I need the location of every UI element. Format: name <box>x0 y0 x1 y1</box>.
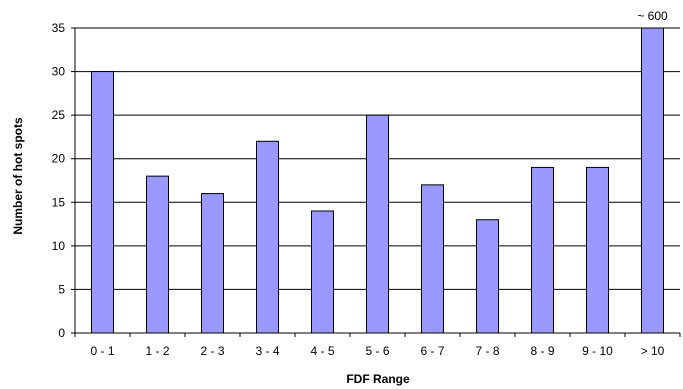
x-tick-label: > 10 <box>641 344 665 358</box>
y-tick-label: 5 <box>58 282 65 296</box>
x-tick-labels: 0 - 1 1 - 2 2 - 3 3 - 4 4 - 5 5 - 6 6 - 7 7 - 8… <box>90 333 681 358</box>
y-tick-label: 0 <box>58 326 65 340</box>
bar <box>531 166 554 334</box>
y-tick-labels: 0 5 10 15 20 25 30 35 <box>52 21 75 340</box>
bar <box>91 71 114 334</box>
x-tick-label: 8 - 9 <box>530 344 554 358</box>
x-tick-label: 4 - 5 <box>310 344 334 358</box>
bar <box>366 114 389 334</box>
bar <box>256 140 279 334</box>
bars <box>91 27 664 334</box>
x-tick-label: 2 - 3 <box>200 344 224 358</box>
x-tick-label: 1 - 2 <box>145 344 169 358</box>
y-tick-label: 15 <box>52 195 66 209</box>
bar <box>311 210 334 334</box>
y-tick-label: 10 <box>52 239 66 253</box>
x-tick-label: 5 - 6 <box>365 344 389 358</box>
bar <box>201 193 224 334</box>
annotations: ~ 600 <box>637 9 668 23</box>
bar <box>421 184 444 334</box>
annotation-label: ~ 600 <box>637 9 668 23</box>
axes <box>71 28 680 337</box>
x-axis-title: FDF Range <box>346 372 410 386</box>
bar <box>586 166 609 334</box>
y-tick-label: 25 <box>52 108 66 122</box>
x-tick-label: 3 - 4 <box>255 344 279 358</box>
y-tick-label: 30 <box>52 65 66 79</box>
x-tick-label: 0 - 1 <box>90 344 114 358</box>
bar <box>476 219 499 334</box>
x-tick-label: 9 - 10 <box>582 344 613 358</box>
bar <box>146 175 169 334</box>
y-tick-label: 20 <box>52 152 66 166</box>
y-tick-label: 35 <box>52 21 66 35</box>
bar <box>641 27 664 334</box>
y-axis-title: Number of hot spots <box>11 117 25 235</box>
x-tick-label: 7 - 8 <box>475 344 499 358</box>
x-tick-label: 6 - 7 <box>420 344 444 358</box>
